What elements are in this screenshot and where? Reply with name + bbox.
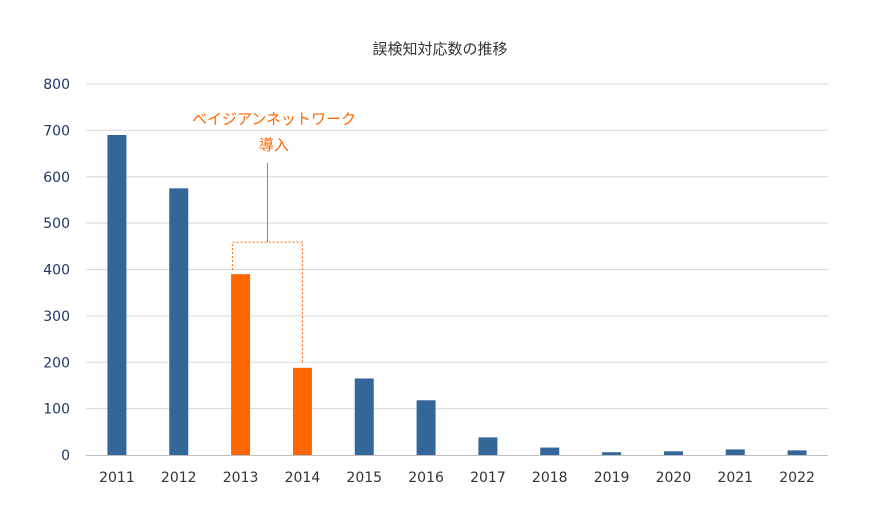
bar-2016 <box>416 400 436 455</box>
y-tick-label: 200 <box>43 355 70 371</box>
y-tick-label: 600 <box>43 170 70 186</box>
x-tick-label: 2011 <box>99 470 135 486</box>
y-tick-label: 700 <box>43 123 70 139</box>
annotation: ベイジアンネットワーク 導入 <box>192 110 356 364</box>
y-tick-label: 300 <box>43 309 70 325</box>
y-tick-label: 500 <box>43 216 70 232</box>
annotation-line2: 導入 <box>259 136 289 154</box>
bar-2020 <box>663 451 683 455</box>
bar-2014 <box>292 367 312 455</box>
chart-title: 誤検知対応数の推移 <box>372 40 507 58</box>
bar-2021 <box>725 449 745 455</box>
x-tick-label: 2015 <box>346 470 382 486</box>
x-tick-label: 2014 <box>285 470 321 486</box>
y-tick-label: 400 <box>43 263 70 279</box>
y-tick-label: 800 <box>43 77 70 93</box>
x-tick-label: 2017 <box>470 470 506 486</box>
annotation-bracket <box>232 241 303 364</box>
y-axis: 0 100 200 300 400 500 600 700 800 <box>43 77 70 464</box>
x-tick-label: 2012 <box>161 470 197 486</box>
x-tick-label: 2018 <box>532 470 568 486</box>
x-tick-label: 2022 <box>779 470 815 486</box>
grid-lines <box>86 83 828 410</box>
bar-2017 <box>478 437 498 455</box>
bar-2011 <box>107 135 127 455</box>
x-tick-label: 2013 <box>223 470 259 486</box>
x-tick-label: 2019 <box>594 470 630 486</box>
bar-2012 <box>169 188 189 455</box>
bar-2013 <box>231 274 251 455</box>
bar-2015 <box>354 378 374 455</box>
bar-2022 <box>787 450 807 455</box>
x-tick-label: 2020 <box>656 470 692 486</box>
annotation-line1: ベイジアンネットワーク <box>192 110 356 128</box>
bars <box>107 135 807 455</box>
x-axis: 2011 2012 2013 2014 2015 2016 2017 2018 2019 2020… <box>86 455 828 486</box>
y-tick-label: 0 <box>61 448 70 464</box>
bar-2019 <box>602 452 622 455</box>
x-tick-label: 2021 <box>717 470 753 486</box>
x-tick-label: 2016 <box>408 470 444 486</box>
bar-2018 <box>540 447 560 455</box>
y-tick-label: 100 <box>43 402 70 418</box>
